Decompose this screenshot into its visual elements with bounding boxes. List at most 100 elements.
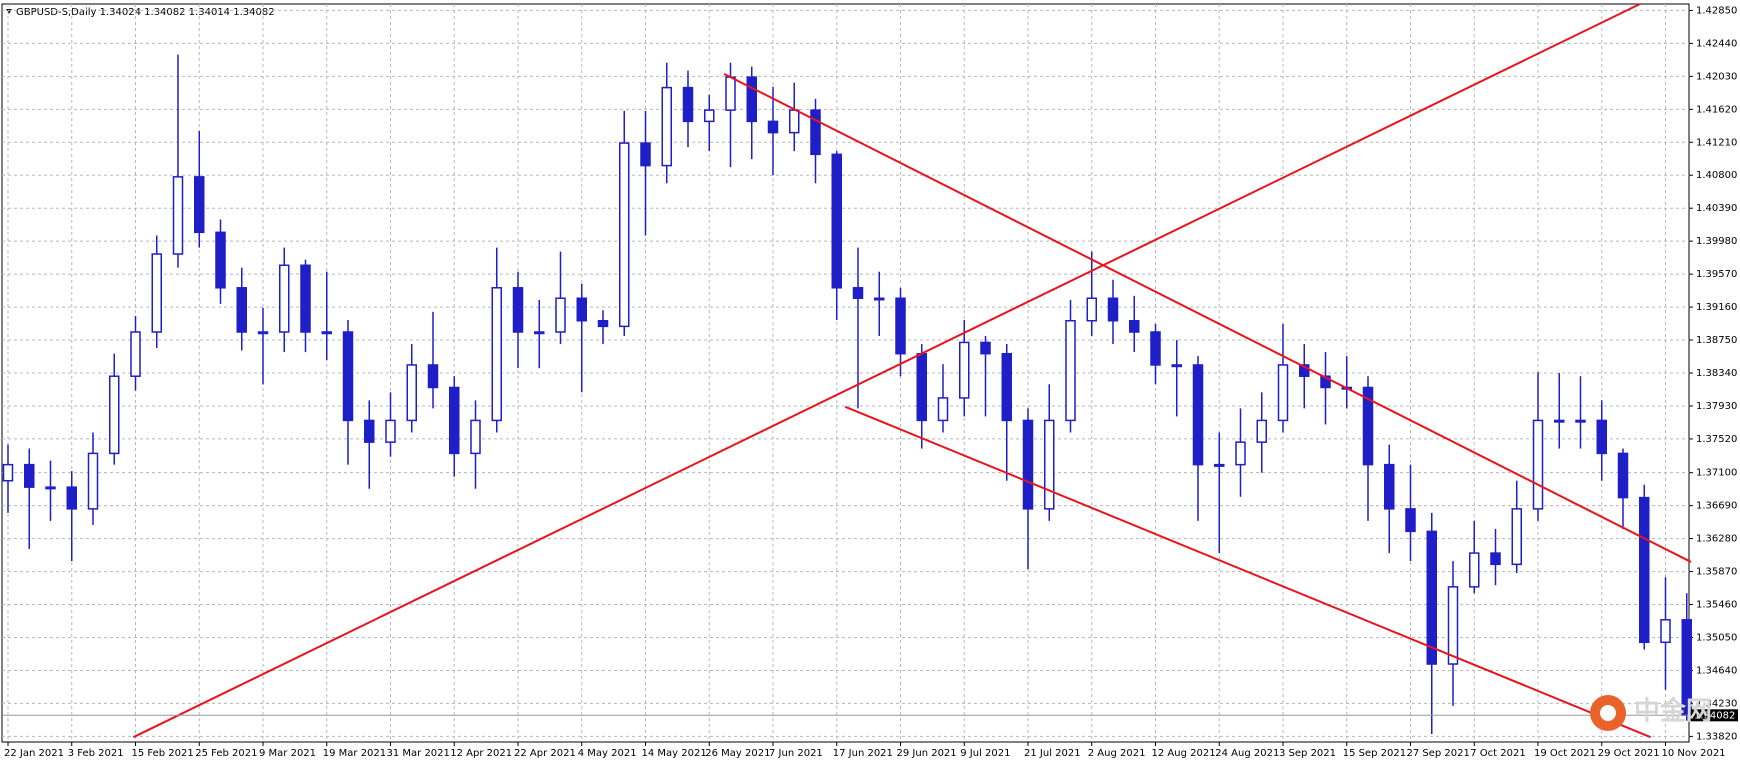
candle-body — [321, 331, 332, 335]
candle-body — [1405, 508, 1416, 533]
candle-body — [470, 419, 481, 455]
y-tick-label: 1.38750 — [1696, 335, 1737, 346]
y-tick-label: 1.40800 — [1696, 170, 1737, 181]
candle-body — [1575, 419, 1586, 423]
candle-body — [980, 341, 991, 355]
y-tick-label: 1.39570 — [1696, 269, 1737, 280]
y-tick-label: 1.36280 — [1696, 534, 1737, 545]
candle-body — [1426, 530, 1437, 665]
candle-body — [512, 287, 524, 333]
candle-body — [406, 364, 417, 422]
y-tick-label: 1.39160 — [1696, 302, 1737, 313]
candle-body — [342, 331, 354, 422]
candle-body — [66, 486, 77, 510]
candle-body — [24, 463, 35, 488]
x-tick-label: 29 Jun 2021 — [897, 748, 957, 759]
y-tick-label: 1.42850 — [1696, 5, 1737, 16]
candle-body — [619, 142, 630, 328]
current-price-label: 1.34082 — [1694, 710, 1735, 721]
candle-body — [555, 297, 566, 333]
candle-body — [1362, 386, 1374, 466]
y-tick-label: 1.42030 — [1696, 71, 1737, 82]
candle-body — [1660, 619, 1671, 644]
candle-body — [1511, 508, 1522, 566]
candle-body — [704, 109, 715, 123]
x-tick-label: 7 Oct 2021 — [1470, 748, 1525, 759]
candle-body — [130, 331, 141, 377]
candle-body — [597, 319, 609, 328]
logo-inner — [1600, 705, 1616, 721]
y-tick-label: 1.33820 — [1696, 731, 1737, 742]
y-tick-label: 1.42440 — [1696, 38, 1737, 49]
watermark-text: 中金网 — [1634, 696, 1712, 727]
candle-body — [1150, 331, 1161, 366]
candle-body — [1044, 419, 1055, 510]
candle-body — [682, 86, 694, 123]
candle-body — [576, 297, 587, 322]
candle-body — [491, 287, 502, 422]
candle-body — [1022, 419, 1034, 510]
y-tick-label: 1.34230 — [1696, 698, 1737, 709]
x-tick-label: 2 Aug 2021 — [1088, 748, 1146, 759]
x-tick-label: 29 Oct 2021 — [1598, 748, 1660, 759]
candle-body — [831, 153, 842, 289]
candle-body — [1384, 463, 1395, 510]
candle-body — [725, 76, 736, 111]
x-tick-label: 27 Sep 2021 — [1407, 748, 1470, 759]
candle-body — [810, 109, 821, 156]
candle-body — [449, 386, 460, 455]
candle-body — [109, 375, 120, 455]
x-tick-label: 14 May 2021 — [642, 748, 707, 759]
candle-body — [172, 176, 184, 255]
x-tick-label: 24 Aug 2021 — [1215, 748, 1279, 759]
y-tick-label: 1.37520 — [1696, 434, 1737, 445]
y-tick-label: 1.36690 — [1696, 501, 1737, 512]
candle-body — [87, 452, 99, 510]
y-tick-label: 1.37100 — [1696, 468, 1737, 479]
y-tick-label: 1.35460 — [1696, 600, 1737, 611]
x-tick-label: 15 Sep 2021 — [1343, 748, 1406, 759]
x-tick-label: 22 Jan 2021 — [4, 748, 64, 759]
candle-body — [746, 76, 757, 123]
candle-body — [916, 352, 927, 422]
candle-body — [1532, 419, 1544, 510]
candle-body — [1256, 419, 1267, 443]
x-tick-label: 19 Mar 2021 — [323, 748, 386, 759]
candle-body — [1214, 463, 1225, 467]
x-tick-label: 25 Feb 2021 — [195, 748, 257, 759]
candle-body — [852, 287, 864, 299]
candle-body — [236, 287, 247, 333]
x-tick-label: 19 Oct 2021 — [1534, 748, 1596, 759]
candle-body — [661, 86, 672, 167]
y-tick-label: 1.38340 — [1696, 368, 1737, 379]
candle-body — [1001, 352, 1012, 422]
candle-body — [1277, 364, 1289, 422]
candle-body — [1299, 364, 1310, 377]
x-tick-label: 21 Jul 2021 — [1024, 748, 1081, 759]
current-price-box — [1690, 709, 1738, 722]
y-tick-label: 1.40390 — [1696, 203, 1737, 214]
x-tick-label: 22 Apr 2021 — [514, 748, 576, 759]
candle-body — [1320, 375, 1331, 389]
candle-body — [1447, 586, 1459, 665]
watermark-logo: 中金网 — [1590, 695, 1712, 731]
y-tick-label: 1.41210 — [1696, 137, 1737, 148]
x-tick-label: 4 May 2021 — [578, 748, 637, 759]
candle-body — [427, 364, 439, 389]
x-tick-label: 10 Nov 2021 — [1662, 748, 1726, 759]
candle-body — [364, 419, 375, 443]
candle-body — [895, 297, 906, 355]
candle-body — [1107, 297, 1119, 322]
candle-body — [1235, 441, 1246, 466]
candle-body — [789, 109, 800, 134]
x-tick-label: 26 May 2021 — [705, 748, 770, 759]
trendline — [132, 3, 1641, 739]
candle-body — [1065, 319, 1076, 422]
y-tick-label: 1.35050 — [1696, 632, 1737, 643]
x-tick-label: 7 Jun 2021 — [769, 748, 823, 759]
trendline — [844, 405, 1652, 739]
candle-body — [1617, 452, 1629, 499]
candle-body — [1469, 552, 1480, 588]
